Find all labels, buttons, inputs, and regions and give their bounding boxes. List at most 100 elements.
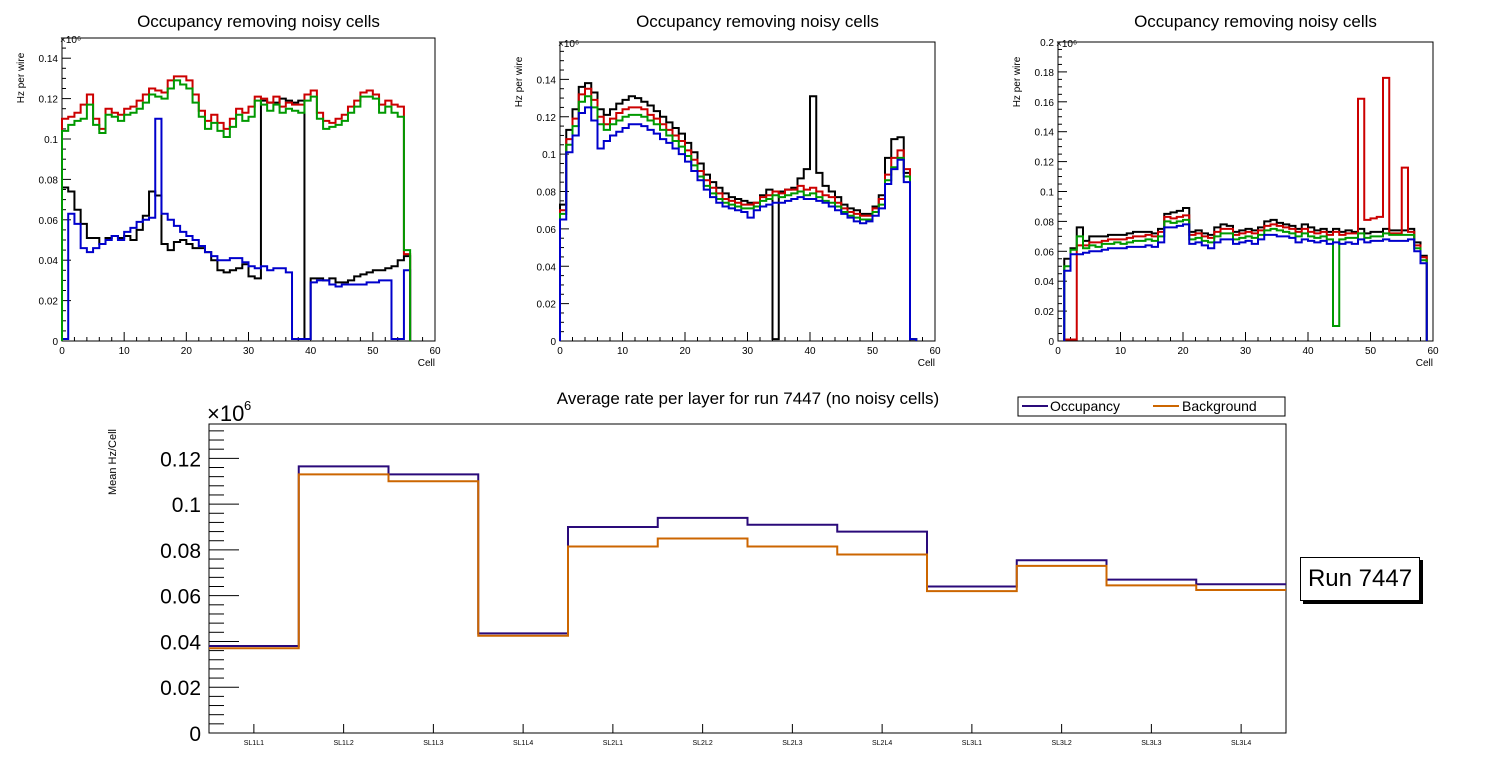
- series-black: [559, 82, 918, 341]
- x-axis-label: Cell: [918, 358, 935, 369]
- run-label: Run 7447: [1307, 565, 1413, 592]
- plot-frame: [208, 423, 1287, 734]
- y-tick-label: 0.1: [542, 150, 556, 161]
- series-red: [559, 87, 918, 341]
- x-tick-label: 20: [679, 346, 691, 357]
- plot-frame: [61, 37, 436, 342]
- series-blue: [559, 106, 918, 341]
- x-tick-label: SL2L4: [872, 740, 892, 747]
- y-tick-label: 0.14: [39, 54, 59, 65]
- series-red: [61, 75, 412, 341]
- y-tick-label: 0: [550, 337, 556, 348]
- x-tick-label: 10: [617, 346, 629, 357]
- y-tick-label: 0.04: [160, 631, 201, 654]
- occupancy-chart-3: Occupancy removing noisy cells ×10⁶ Hz per…: [1012, 12, 1439, 369]
- legend-frame: [1017, 396, 1286, 417]
- x-axis-label: Cell: [1416, 358, 1433, 369]
- x-tick-label: 0: [59, 346, 65, 357]
- y-tick-label: 0.06: [39, 216, 59, 227]
- x-tick-label: 10: [1115, 346, 1127, 357]
- chart-title: Average rate per layer for run 7447 (no …: [557, 389, 939, 408]
- x-tick-label: 40: [804, 346, 816, 357]
- y-tick-label: 0.1: [172, 494, 201, 517]
- x-tick-label: SL1L3: [423, 740, 443, 747]
- legend-label-occupancy: Occupancy: [1050, 398, 1120, 414]
- x-tick-label: SL3L3: [1141, 740, 1161, 747]
- x-tick-label: SL2L2: [693, 740, 713, 747]
- y-tick-label: 0.1: [44, 135, 58, 146]
- x-tick-label: 60: [929, 346, 941, 357]
- y-tick-label: 0.02: [39, 297, 59, 308]
- y-tick-label: 0.2: [1040, 38, 1054, 49]
- chart-title: Occupancy removing noisy cells: [1134, 12, 1377, 31]
- x-tick-label: 30: [1240, 346, 1252, 357]
- x-tick-label: 10: [119, 346, 131, 357]
- y-tick-label: 0.04: [1035, 277, 1055, 288]
- y-exponent: ×10⁶: [1056, 39, 1077, 50]
- y-tick-label: 0.12: [1035, 158, 1055, 169]
- y-exponent-power: 6: [244, 398, 251, 413]
- y-exponent: ×10⁶: [558, 39, 579, 50]
- average-rate-chart: Average rate per layer for run 7447 (no …: [107, 389, 1287, 747]
- x-tick-label: 30: [742, 346, 754, 357]
- series-green: [61, 79, 412, 341]
- plot-frame: [1057, 41, 1434, 342]
- y-tick-label: 0.06: [1035, 247, 1055, 258]
- occupancy-chart-2: Occupancy removing noisy cells ×10⁶ Hz per…: [514, 12, 941, 369]
- plot-frame: [559, 41, 936, 342]
- x-tick-label: 50: [867, 346, 879, 357]
- series-black: [1063, 206, 1428, 341]
- y-tick-label: 0.02: [537, 300, 557, 311]
- y-tick-label: 0.18: [1035, 68, 1055, 79]
- legend: Occupancy Background: [1017, 396, 1286, 417]
- x-tick-label: SL1L1: [244, 740, 264, 747]
- occupancy-chart-1: Occupancy removing noisy cells ×10⁶ Hz per…: [16, 12, 441, 369]
- x-tick-label: 30: [243, 346, 255, 357]
- y-axis-label: Hz per wire: [514, 56, 525, 107]
- series-occupancy: [209, 465, 1286, 648]
- x-tick-label: 0: [557, 346, 563, 357]
- x-tick-label: 40: [1302, 346, 1314, 357]
- y-tick-label: 0: [52, 337, 58, 348]
- series-blue: [1063, 223, 1428, 341]
- series-green: [1063, 218, 1428, 341]
- y-tick-label: 0.06: [160, 586, 201, 609]
- x-tick-label: SL3L1: [962, 740, 982, 747]
- x-tick-label: 60: [1427, 346, 1439, 357]
- y-tick-label: 0.06: [537, 225, 557, 236]
- x-tick-label: 20: [181, 346, 193, 357]
- series-background: [209, 473, 1286, 650]
- series-red: [1063, 76, 1428, 341]
- y-axis-label: Mean Hz/Cell: [107, 429, 119, 495]
- x-tick-label: SL2L1: [603, 740, 623, 747]
- run-label-box: Run 7447: [1300, 557, 1420, 601]
- x-tick-label: SL2L3: [782, 740, 802, 747]
- y-tick-label: 0.08: [537, 188, 557, 199]
- y-tick-label: 0.12: [160, 448, 201, 471]
- x-tick-label: 40: [305, 346, 317, 357]
- chart-title: Occupancy removing noisy cells: [636, 12, 879, 31]
- y-exponent: ×10: [207, 401, 244, 426]
- y-tick-label: 0.14: [1035, 128, 1055, 139]
- x-tick-label: SL1L2: [334, 740, 354, 747]
- series-black: [61, 97, 412, 341]
- series-blue: [61, 117, 412, 341]
- y-tick-label: 0.08: [160, 540, 201, 563]
- x-axis-label: Cell: [418, 358, 435, 369]
- y-tick-label: 0.12: [39, 95, 59, 106]
- y-tick-label: 0.04: [39, 256, 59, 267]
- y-tick-label: 0.16: [1035, 98, 1055, 109]
- y-tick-label: 0: [189, 723, 201, 746]
- y-tick-label: 0.08: [39, 175, 59, 186]
- x-tick-label: SL1L4: [513, 740, 533, 747]
- y-axis-label: Hz per wire: [16, 52, 27, 103]
- y-tick-label: 0.02: [160, 677, 201, 700]
- x-tick-label: SL3L2: [1052, 740, 1072, 747]
- chart-title: Occupancy removing noisy cells: [137, 12, 380, 31]
- y-exponent: ×10⁶: [60, 35, 81, 46]
- x-tick-label: 20: [1177, 346, 1189, 357]
- y-tick-label: 0.14: [537, 75, 557, 86]
- y-tick-label: 0.08: [1035, 217, 1055, 228]
- y-tick-label: 0.1: [1040, 188, 1054, 199]
